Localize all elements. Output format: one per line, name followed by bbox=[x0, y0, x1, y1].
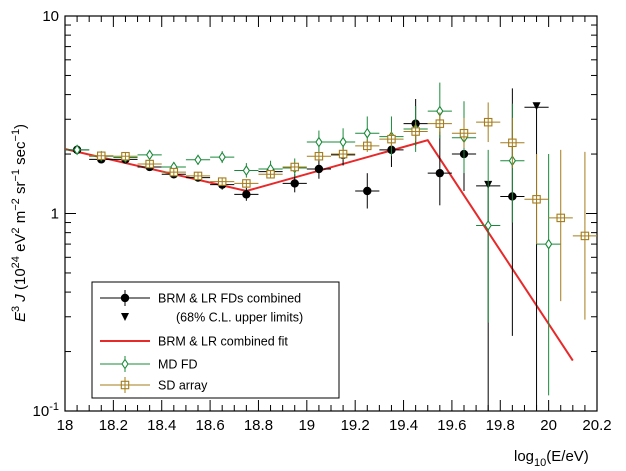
x-tick-label: 19.6 bbox=[437, 417, 466, 434]
legend-label: SD array bbox=[158, 379, 208, 393]
x-tick-label: 19.2 bbox=[341, 417, 370, 434]
point-group bbox=[524, 154, 549, 245]
x-tick-label: 20.2 bbox=[582, 417, 611, 434]
x-tick-label: 18.2 bbox=[99, 417, 128, 434]
data-point bbox=[73, 144, 81, 156]
data-point bbox=[363, 127, 371, 139]
axis-ticks bbox=[64, 16, 598, 412]
data-point bbox=[484, 219, 492, 231]
point-group bbox=[476, 102, 501, 143]
point-group bbox=[234, 179, 259, 188]
x-tick-label: 19.4 bbox=[389, 417, 418, 434]
y-tick-label: 1 bbox=[51, 206, 59, 223]
data-point bbox=[120, 293, 130, 303]
x-tick-label: 19 bbox=[298, 417, 315, 434]
y-tick-labels: 10-1 1 10 bbox=[33, 8, 59, 420]
point-group bbox=[306, 151, 331, 161]
point-group bbox=[234, 163, 259, 178]
point-group bbox=[548, 149, 573, 302]
point-group bbox=[306, 130, 331, 155]
point-group bbox=[282, 174, 307, 193]
x-tick-label: 18 bbox=[57, 417, 74, 434]
x-tick-label: 18.6 bbox=[195, 417, 224, 434]
data-point bbox=[435, 168, 445, 178]
x-tick-label: 18.8 bbox=[244, 417, 273, 434]
data-point bbox=[194, 154, 202, 166]
point-group bbox=[536, 154, 561, 396]
point-group bbox=[476, 149, 501, 323]
data-point bbox=[218, 151, 226, 163]
point-group bbox=[234, 187, 259, 201]
legend-label: MD FD bbox=[158, 358, 198, 372]
points-layer bbox=[65, 82, 597, 411]
data-point bbox=[290, 179, 299, 188]
point-group bbox=[210, 177, 235, 186]
y-tick-label: 10 bbox=[42, 8, 59, 25]
x-tick-label: 20 bbox=[540, 417, 557, 434]
point-group bbox=[331, 128, 356, 157]
legend-label: BRM & LR FDs combined bbox=[158, 292, 301, 306]
point-group bbox=[403, 122, 428, 141]
legend-label: BRM & LR combined fit bbox=[158, 335, 288, 349]
point-group bbox=[210, 151, 235, 164]
point-group bbox=[185, 171, 211, 181]
x-tick-labels: 18 18.2 18.4 18.6 18.8 19 19.2 19.4 19.6 19.8 20 20… bbox=[57, 417, 612, 434]
fit-layer bbox=[65, 139, 574, 362]
fit-line bbox=[65, 139, 574, 362]
point-group bbox=[89, 151, 114, 161]
point-group bbox=[161, 167, 186, 177]
point-group bbox=[137, 149, 162, 161]
data-point bbox=[242, 190, 251, 199]
data-point bbox=[121, 358, 129, 370]
point-group bbox=[65, 144, 90, 156]
data-point bbox=[242, 165, 251, 177]
x-tick-label: 19.8 bbox=[486, 417, 515, 434]
y-axis-label: E3 J (1024 eV2 m−2 sr−1 sec−1) bbox=[10, 124, 29, 322]
point-group bbox=[427, 131, 452, 206]
point-group bbox=[282, 162, 307, 172]
point-group bbox=[524, 102, 549, 411]
y-tick-label: 10-1 bbox=[33, 401, 59, 420]
x-axis-label: log10(E/eV) bbox=[514, 448, 589, 469]
point-group bbox=[572, 151, 597, 320]
point-group bbox=[355, 173, 380, 209]
legend: BRM & LR FDs combined (68% C.L. upper lim… bbox=[91, 281, 340, 399]
data-point bbox=[314, 164, 324, 174]
point-group bbox=[331, 148, 356, 160]
point-group bbox=[355, 139, 380, 152]
x-tick-label: 18.4 bbox=[147, 417, 176, 434]
point-group bbox=[500, 117, 525, 168]
upper-limit-marker bbox=[121, 313, 129, 321]
point-group bbox=[451, 117, 477, 148]
point-group bbox=[427, 112, 452, 135]
point-group bbox=[258, 170, 283, 179]
point-group bbox=[185, 154, 211, 166]
point-group bbox=[379, 131, 404, 147]
data-point bbox=[145, 149, 154, 161]
data-point bbox=[315, 136, 323, 148]
data-point bbox=[363, 186, 372, 196]
upper-limit-marker bbox=[532, 102, 541, 111]
point-group bbox=[113, 151, 138, 161]
data-point bbox=[339, 136, 347, 148]
legend-label: (68% C.L. upper limits) bbox=[176, 311, 303, 325]
point-group bbox=[306, 159, 331, 179]
point-group bbox=[137, 159, 162, 169]
data-point bbox=[544, 238, 553, 250]
